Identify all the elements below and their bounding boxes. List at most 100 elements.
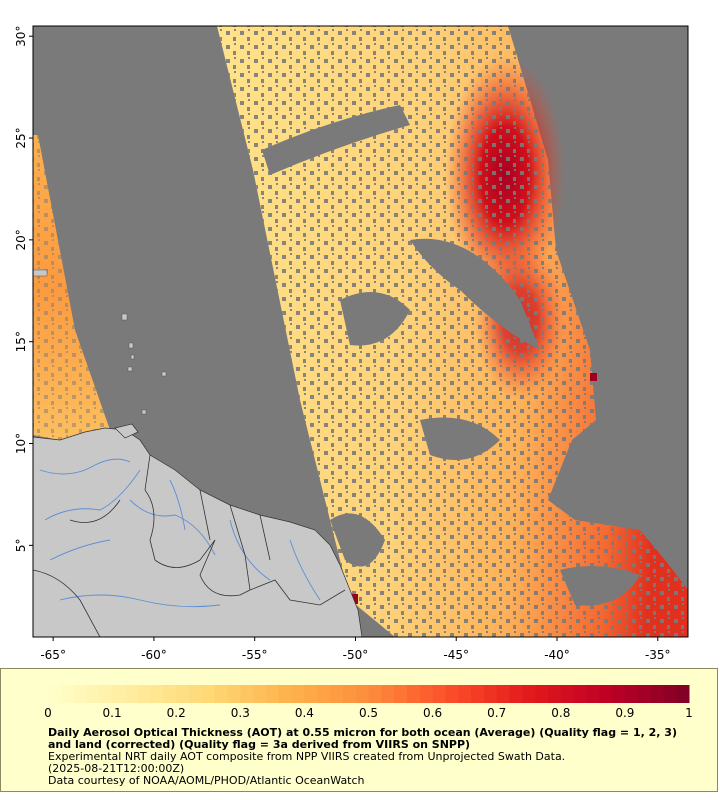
country-borders <box>33 454 346 637</box>
y-tick-label: 20° <box>14 229 28 250</box>
colorbar-cell <box>330 685 344 703</box>
legend-text: Daily Aerosol Optical Thickness (AOT) at… <box>48 727 698 787</box>
colorbar-cell <box>419 685 434 703</box>
colorbar-cell <box>445 685 459 703</box>
colorbar-cell <box>471 685 485 703</box>
colorbar-cell <box>496 685 511 703</box>
colorbar: 0 0.1 0.2 0.3 0.4 0.5 0.6 0.7 0.8 0.9 1 <box>44 685 693 720</box>
colorbar-cell <box>317 685 331 703</box>
y-tick-label: 25° <box>14 127 28 148</box>
colorbar-cell <box>535 685 549 703</box>
dust-pixel <box>590 373 597 381</box>
colorbar-cell <box>176 685 190 703</box>
colorbar-cell <box>253 685 267 703</box>
y-tick-label: 15° <box>14 331 28 352</box>
colorbar-tick-label: 0.6 <box>423 706 442 720</box>
colorbar-cell <box>304 685 318 703</box>
colorbar-cell <box>663 685 677 703</box>
colorbar-cell <box>240 685 254 703</box>
x-tick-label: -50° <box>343 648 369 662</box>
legend-description: Experimental NRT daily AOT composite fro… <box>48 750 566 763</box>
colorbar-tick-label: 1 <box>685 706 693 720</box>
x-tick-label: -45° <box>443 648 469 662</box>
colorbar-cell <box>432 685 446 703</box>
colorbar-cell <box>265 685 280 703</box>
colorbar-cell <box>86 685 100 703</box>
colorbar-cell <box>150 685 164 703</box>
colorbar-tick-label: 0.5 <box>359 706 378 720</box>
colorbar-cell <box>163 685 177 703</box>
x-tick-label: -55° <box>242 648 268 662</box>
legend-title: Daily Aerosol Optical Thickness (AOT) at… <box>48 726 677 751</box>
colorbar-cell <box>355 685 369 703</box>
colorbar-cell <box>650 685 664 703</box>
plot-area <box>33 26 688 637</box>
colorbar-cell <box>189 685 203 703</box>
colorbar-cell <box>394 685 408 703</box>
colorbar-tick-label: 0 <box>44 706 52 720</box>
colorbar-cell <box>342 685 357 703</box>
colorbar-cell <box>214 685 228 703</box>
colorbar-tick-label: 0.3 <box>231 706 250 720</box>
colorbar-tick-label: 0.2 <box>167 706 186 720</box>
colorbar-cell <box>278 685 293 703</box>
colorbar-cell <box>124 685 139 703</box>
colorbar-cell <box>676 685 690 703</box>
colorbar-cell <box>291 685 305 703</box>
cloud-gap-6 <box>560 566 640 606</box>
colorbar-cell <box>368 685 382 703</box>
y-axis: 5° 10° 15° 20° 25° 30° <box>14 26 33 553</box>
cloud-gap-5 <box>330 513 385 567</box>
colorbar-cell <box>137 685 152 703</box>
legend-panel: 0 0.1 0.2 0.3 0.4 0.5 0.6 0.7 0.8 0.9 1 Daily Aero… <box>0 668 718 792</box>
y-tick-label: 5° <box>14 539 28 553</box>
colorbar-cell <box>560 685 575 703</box>
aot-map: -65° -60° -55° -50° -45° -40° -35° 5° 10° 15° 20°… <box>14 25 689 662</box>
cloud-gap-4 <box>420 417 500 460</box>
colorbar-cell <box>201 685 216 703</box>
y-tick-label: 30° <box>14 26 28 47</box>
x-tick-label: -40° <box>544 648 570 662</box>
cloud-gap-2 <box>340 292 410 346</box>
colorbar-cell <box>509 685 523 703</box>
x-axis: -65° -60° -55° -50° -45° -40° -35° <box>40 637 671 662</box>
x-tick-label: -35° <box>645 648 671 662</box>
colorbar-ticks: 0 0.1 0.2 0.3 0.4 0.5 0.6 0.7 0.8 0.9 1 <box>44 706 693 720</box>
colorbar-cell <box>381 685 395 703</box>
legend-credit: Data courtesy of NOAA/AOML/PHOD/Atlantic… <box>48 774 365 787</box>
colorbar-cell <box>112 685 126 703</box>
cloud-gaps <box>217 26 688 637</box>
colorbar-tick-label: 0.7 <box>487 706 506 720</box>
caribbean-islands <box>33 269 167 415</box>
colorbar-cell <box>227 685 241 703</box>
colorbar-cell <box>624 685 639 703</box>
colorbar-cell <box>99 685 113 703</box>
colorbar-cell <box>60 685 75 703</box>
colorbar-cell <box>637 685 652 703</box>
colorbar-cell <box>573 685 587 703</box>
cloud-gap-1 <box>262 105 410 175</box>
dust-pixel <box>350 594 358 604</box>
colorbar-cell <box>73 685 87 703</box>
colorbar-cell <box>483 685 498 703</box>
colorbar-tick-label: 0.4 <box>295 706 314 720</box>
colorbar-cell <box>612 685 626 703</box>
colorbar-cell <box>547 685 562 703</box>
cloud-gap-3 <box>410 238 540 350</box>
y-tick-label: 10° <box>14 433 28 454</box>
aot-swath-left-speckle <box>33 135 110 440</box>
x-tick-label: -65° <box>40 648 66 662</box>
land-south-america <box>33 427 363 637</box>
trinidad-island <box>114 423 139 439</box>
colorbar-cell <box>406 685 421 703</box>
colorbar-tick-label: 0.9 <box>615 706 634 720</box>
colorbar-cell <box>586 685 600 703</box>
legend-timestamp: (2025-08-21T12:00:00Z) <box>48 762 185 775</box>
colorbar-cell <box>522 685 536 703</box>
plot-frame <box>32 25 689 638</box>
x-tick-label: -60° <box>141 648 167 662</box>
colorbar-cell <box>458 685 472 703</box>
colorbar-cell <box>48 685 62 703</box>
colorbar-tick-label: 0.1 <box>103 706 122 720</box>
colorbar-cell <box>599 685 613 703</box>
